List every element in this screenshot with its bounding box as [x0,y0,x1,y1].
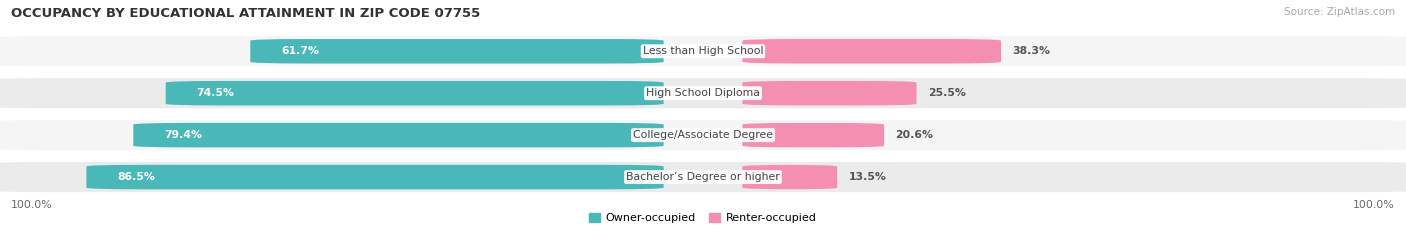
Text: High School Diploma: High School Diploma [647,88,759,98]
FancyBboxPatch shape [166,81,664,106]
Text: College/Associate Degree: College/Associate Degree [633,130,773,140]
Text: Less than High School: Less than High School [643,46,763,56]
Text: OCCUPANCY BY EDUCATIONAL ATTAINMENT IN ZIP CODE 07755: OCCUPANCY BY EDUCATIONAL ATTAINMENT IN Z… [11,7,481,20]
Text: 100.0%: 100.0% [1353,200,1395,210]
FancyBboxPatch shape [742,165,837,189]
Text: 100.0%: 100.0% [11,200,53,210]
Text: Bachelor’s Degree or higher: Bachelor’s Degree or higher [626,172,780,182]
FancyBboxPatch shape [134,123,664,147]
FancyBboxPatch shape [0,162,1406,192]
Text: 20.6%: 20.6% [896,130,934,140]
FancyBboxPatch shape [86,165,664,189]
Text: Source: ZipAtlas.com: Source: ZipAtlas.com [1284,7,1395,17]
FancyBboxPatch shape [742,81,917,106]
FancyBboxPatch shape [742,39,1001,64]
FancyBboxPatch shape [250,39,664,64]
Text: 25.5%: 25.5% [928,88,966,98]
Text: 38.3%: 38.3% [1012,46,1050,56]
Text: 79.4%: 79.4% [165,130,202,140]
Text: 61.7%: 61.7% [281,46,319,56]
Text: 86.5%: 86.5% [117,172,155,182]
FancyBboxPatch shape [0,36,1406,66]
FancyBboxPatch shape [0,78,1406,108]
Legend: Owner-occupied, Renter-occupied: Owner-occupied, Renter-occupied [585,208,821,227]
FancyBboxPatch shape [0,120,1406,150]
Text: 74.5%: 74.5% [197,88,235,98]
FancyBboxPatch shape [742,123,884,147]
Text: 13.5%: 13.5% [848,172,886,182]
